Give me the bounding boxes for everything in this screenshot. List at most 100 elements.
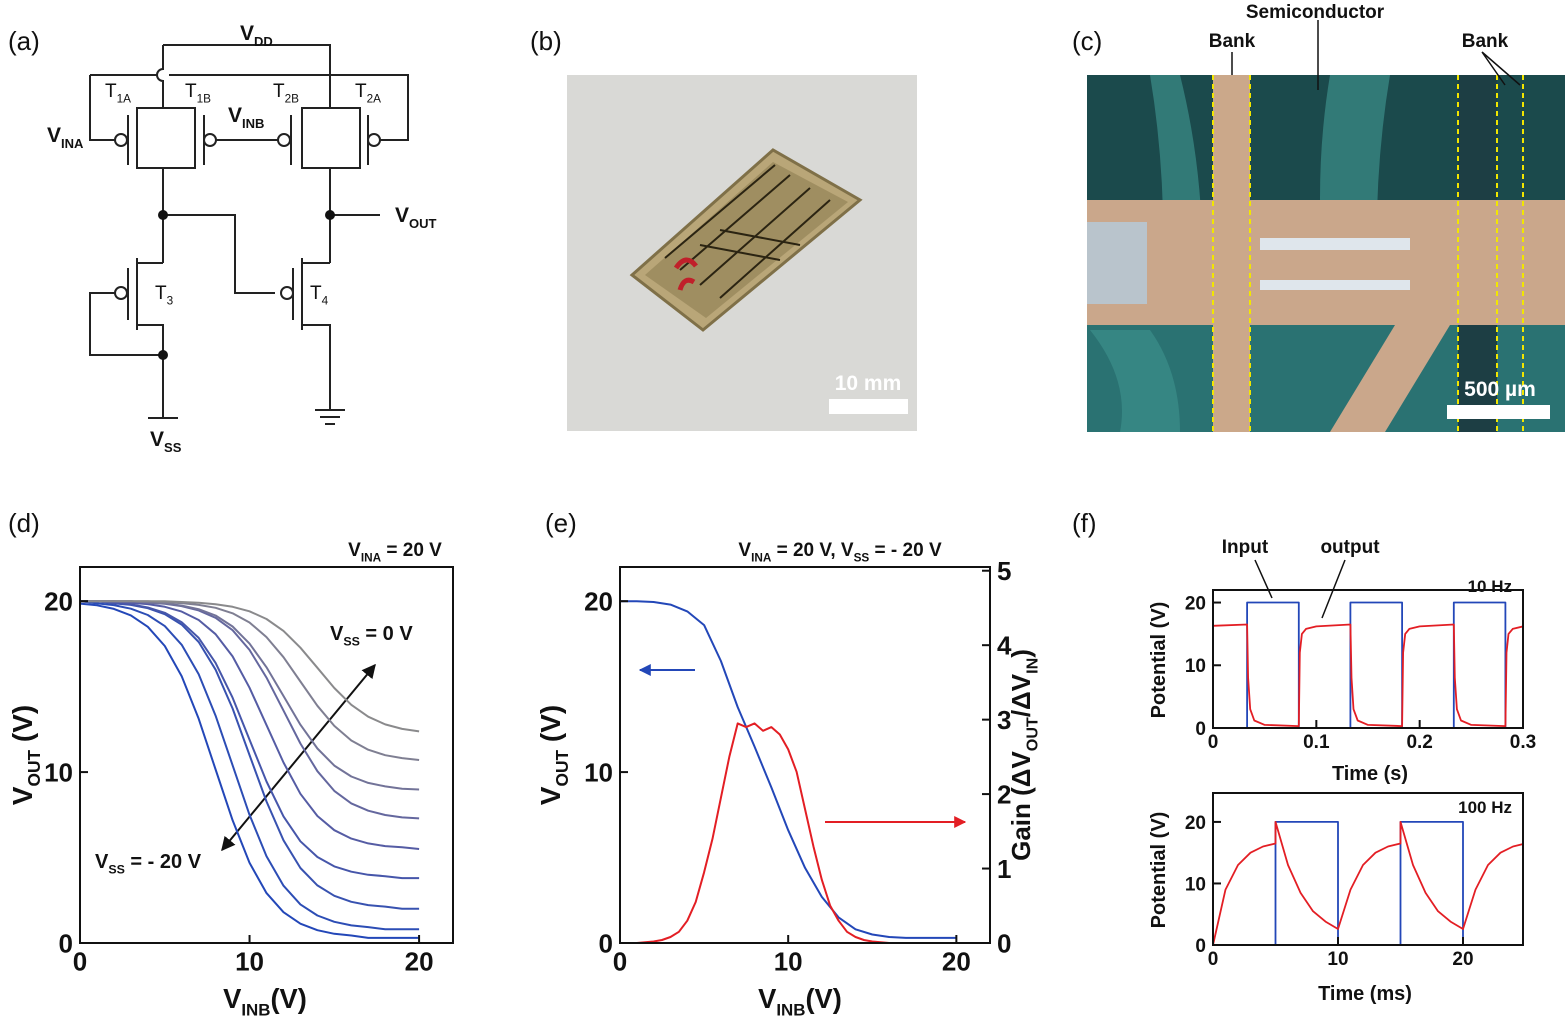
circuit-label: VINB	[228, 104, 264, 131]
circuit-label-part: T	[273, 81, 285, 102]
panel-label: (c)	[1072, 26, 1102, 56]
data-line	[80, 602, 420, 939]
circuit-label: VINA	[47, 124, 84, 151]
x-tick-label: 20	[942, 946, 971, 976]
chart-title-part: V	[348, 540, 361, 561]
circuit-label-part: T	[155, 283, 167, 304]
circuit-label-part: V	[395, 204, 409, 227]
y-tick-label: 0	[59, 928, 73, 958]
y2-tick-label: 2	[997, 779, 1011, 809]
x-tick-label: 0.2	[1406, 732, 1432, 753]
y2-axis-label-sub: OUT	[1023, 717, 1041, 751]
scale-bar-label: 10 mm	[835, 372, 902, 395]
scale-bar-label: 500 µm	[1464, 378, 1536, 401]
y2-axis-label-part: /ΔV	[1006, 673, 1036, 717]
circuit-label: T4	[310, 283, 329, 307]
x-tick-label: 0	[1208, 949, 1219, 970]
y2-tick-label: 1	[997, 854, 1011, 884]
circuit-label: T1B	[185, 81, 211, 105]
x-tick-label: 0.3	[1510, 732, 1536, 753]
x-tick-label: 10	[235, 946, 264, 976]
y-tick-label: 0	[599, 928, 613, 958]
plot-area	[1213, 601, 1523, 728]
circuit-label: T3	[155, 283, 174, 307]
data-line	[1213, 623, 1523, 727]
x-tick-label: 10	[1327, 949, 1348, 970]
circuit-label-part: V	[240, 22, 254, 45]
x-axis-label: VINB(V)	[758, 983, 842, 1019]
y-axis-label-part: V	[535, 786, 566, 805]
circuit-label-part: T	[185, 81, 197, 102]
annotation-part: V	[330, 623, 344, 645]
panel-label: (f)	[1072, 508, 1097, 538]
circuit-label-sub: 2A	[367, 92, 382, 105]
circuit-label-part: T	[355, 81, 367, 102]
y-tick-label: 0	[1195, 719, 1206, 740]
x-axis-label-part: (V)	[270, 983, 306, 1014]
circuit-label: VOUT	[395, 204, 437, 231]
y2-axis-label-sub: IN	[1023, 658, 1041, 674]
chart-title-sub: SS	[854, 551, 870, 564]
annotation-part: = 0 V	[360, 623, 413, 645]
data-line	[620, 600, 957, 939]
x-axis-label: Time (ms)	[1318, 983, 1412, 1005]
y-axis-label-sub: OUT	[24, 750, 44, 787]
panel-label: (d)	[8, 508, 40, 538]
x-tick-label: 10	[774, 946, 803, 976]
circuit-label-sub: 1A	[117, 92, 132, 105]
chart-title-sub: INA	[361, 551, 382, 564]
y-axis-label-sub: OUT	[552, 750, 572, 787]
circuit-label: VSS	[150, 428, 182, 455]
micrograph-label: Bank	[1462, 31, 1509, 52]
circuit-label-part: V	[150, 428, 164, 451]
x-axis-label-part: V	[758, 983, 777, 1014]
y2-tick-label: 3	[997, 705, 1011, 735]
data-line	[80, 600, 420, 880]
x-axis-label: VINB(V)	[223, 983, 307, 1019]
y-axis-label: Potential (V)	[1148, 812, 1170, 929]
y2-axis-label-part: Gain (ΔV	[1006, 751, 1036, 861]
micrograph-label: Semiconductor	[1246, 2, 1385, 23]
circuit	[89, 44, 409, 425]
x-axis-label: Time (s)	[1332, 763, 1408, 785]
circuit-label-sub: 2B	[285, 92, 300, 105]
y2-axis-label: Gain (ΔVOUT/ΔVIN)	[1006, 649, 1041, 861]
chart-title: VINA = 20 V, VSS = - 20 V	[738, 540, 942, 564]
circuit-label-part: V	[228, 104, 242, 127]
circuit-label: T2A	[355, 81, 381, 105]
data-line	[1213, 821, 1523, 945]
series-label: Input	[1222, 537, 1269, 558]
data-line	[80, 600, 420, 850]
circuit-nodes	[158, 210, 335, 360]
y2-axis-label-part: )	[1006, 649, 1036, 658]
panel-label: (e)	[545, 508, 577, 538]
data-line	[80, 600, 420, 931]
x-tick-label: 20	[405, 946, 434, 976]
circuit-label: VDD	[240, 22, 273, 49]
circuit-label: T1A	[105, 81, 131, 105]
annotation: 10 Hz	[1468, 577, 1512, 596]
annotation: VSS = 0 V	[330, 623, 413, 649]
y-tick-label: 10	[584, 757, 613, 787]
y-axis-label: VOUT (V)	[535, 705, 572, 805]
plot-area	[1213, 821, 1523, 945]
circuit-label-sub: INA	[61, 136, 84, 151]
circuit-label-sub: OUT	[409, 216, 437, 231]
axis-frame	[1212, 792, 1524, 946]
circuit-label-part: T	[105, 81, 117, 102]
circuit-label: T2B	[273, 81, 299, 105]
x-tick-label: 0.1	[1303, 732, 1330, 753]
axis-frame	[619, 566, 991, 944]
y2-tick-label: 0	[997, 928, 1011, 958]
y-tick-label: 20	[584, 587, 613, 617]
data-line	[1213, 821, 1523, 945]
y-axis-label: Potential (V)	[1148, 602, 1170, 719]
plot-area	[80, 600, 420, 939]
y-axis-label: VOUT (V)	[7, 705, 44, 805]
series-label: output	[1320, 537, 1380, 558]
y-tick-label: 0	[1195, 936, 1206, 957]
circuit-label-sub: 3	[167, 294, 174, 307]
y-tick-label: 20	[1185, 813, 1206, 834]
annotation: VSS = - 20 V	[95, 851, 202, 877]
axis-frame	[1212, 589, 1524, 729]
